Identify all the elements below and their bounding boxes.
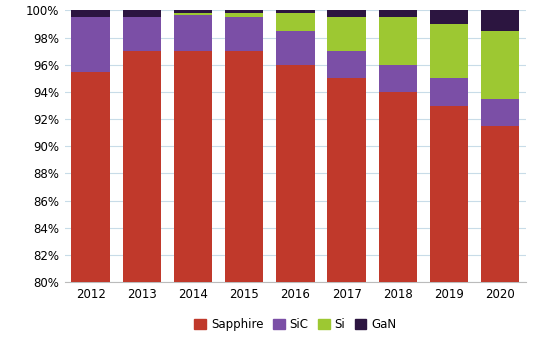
Bar — [276, 13, 314, 31]
Bar — [225, 51, 263, 282]
Bar — [481, 99, 519, 126]
Bar — [276, 31, 314, 65]
Bar — [378, 17, 417, 65]
Bar — [378, 92, 417, 282]
Bar — [174, 51, 212, 282]
Bar — [276, 10, 314, 13]
Bar — [122, 10, 161, 17]
Bar — [174, 14, 212, 51]
Bar — [430, 10, 468, 24]
Bar — [481, 10, 519, 31]
Bar — [327, 51, 366, 78]
Bar — [122, 51, 161, 282]
Bar — [72, 10, 110, 17]
Bar — [327, 10, 366, 17]
Bar — [225, 13, 263, 17]
Bar — [72, 17, 110, 72]
Legend: Sapphire, SiC, Si, GaN: Sapphire, SiC, Si, GaN — [190, 313, 401, 336]
Bar — [430, 106, 468, 282]
Bar — [122, 17, 161, 51]
Bar — [481, 126, 519, 282]
Bar — [174, 10, 212, 13]
Bar — [378, 10, 417, 17]
Bar — [430, 24, 468, 78]
Bar — [225, 10, 263, 13]
Bar — [378, 65, 417, 92]
Bar — [327, 17, 366, 51]
Bar — [481, 31, 519, 99]
Bar — [174, 13, 212, 14]
Bar — [276, 65, 314, 282]
Bar — [72, 72, 110, 282]
Bar — [225, 17, 263, 51]
Bar — [430, 78, 468, 106]
Bar — [327, 78, 366, 282]
